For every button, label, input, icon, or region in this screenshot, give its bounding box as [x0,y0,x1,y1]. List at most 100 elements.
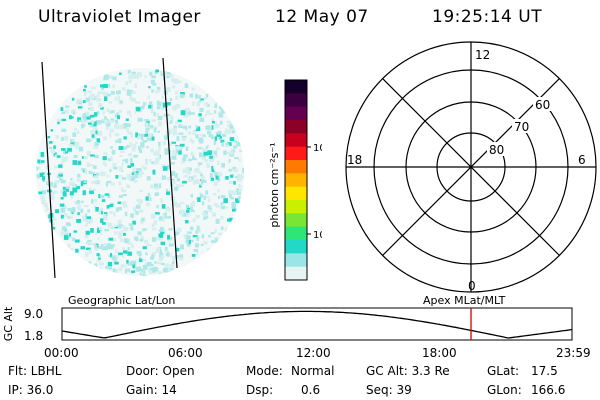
uv-speckle [115,207,120,212]
uv-speckle [69,233,71,238]
uv-speckle [164,150,168,155]
uv-speckle [204,213,209,217]
uv-speckle [194,129,198,133]
time-label: 19:25:14 UT [432,7,543,27]
uv-speckle [156,261,162,265]
uv-speckle [43,202,48,207]
uv-speckle [228,159,231,163]
uv-speckle [77,106,83,109]
uv-speckle [214,123,220,129]
uv-speckle [140,199,143,204]
uv-speckle [215,238,218,241]
uv-speckle [226,129,232,134]
gc-alt-info: GC Alt: 3.3 Re [366,364,450,378]
uv-speckle [94,133,97,137]
uv-speckle [199,174,203,177]
uv-speckle [139,173,142,178]
uv-speckle [106,222,111,226]
uv-speckle [61,159,65,164]
uv-speckle [185,220,189,224]
uv-speckle [118,234,122,239]
uv-speckle [119,155,123,158]
uv-speckle [81,156,85,159]
uv-speckle [112,162,117,168]
uv-speckle [219,120,223,125]
uv-speckle [159,246,161,250]
uv-speckle [94,127,98,131]
uv-speckle [139,256,142,261]
uv-speckle [59,203,65,207]
uv-speckle [65,151,69,154]
uv-speckle [91,198,94,204]
uv-speckle [221,141,224,147]
uv-speckle [99,232,102,236]
uv-speckle [63,190,66,195]
uv-speckle [61,148,66,151]
uv-speckle [60,107,64,111]
uv-speckle [102,222,106,225]
gc-alt-top-label: 9.0 [24,307,43,321]
uv-speckle [171,155,177,160]
uv-speckle [135,106,141,112]
uv-speckle [95,207,99,212]
uv-speckle [109,133,112,138]
uv-speckle [88,249,92,254]
uv-speckle [69,181,75,186]
mlat-label-70: 70 [514,120,529,134]
uv-speckle [90,129,96,135]
uv-speckle [182,125,187,129]
uv-speckle [131,97,137,102]
uv-speckle [149,267,155,271]
label-bg-80 [487,142,507,156]
uv-speckle [119,267,123,271]
uv-speckle [238,183,241,188]
altitude-timeline: GC Alt 9.0 1.8 00:00 06:00 12:00 18:00 2… [2,306,591,360]
uv-speckle [151,252,156,256]
uv-speckle [214,203,218,206]
uv-speckle [56,155,61,158]
uv-speckle [144,133,149,137]
colorbar-frame [284,79,308,281]
uv-speckle [114,114,118,118]
uv-speckle [174,106,177,111]
uv-speckle [215,205,221,208]
uv-speckle [211,169,215,173]
uv-speckle [190,210,195,213]
uv-speckle [176,247,180,252]
uv-speckle [136,251,142,255]
uv-speckle [171,180,176,185]
uv-speckle [226,121,231,124]
uv-speckle [62,186,66,190]
uv-speckle [243,170,244,175]
uv-speckle [74,143,78,148]
uv-speckle [109,169,112,173]
uv-speckle [85,213,88,218]
uv-speckle [55,209,60,214]
uv-speckle [109,244,115,247]
uv-speckle [121,201,127,205]
uv-speckle [162,214,165,219]
uv-speckle [242,185,244,190]
uv-speckle [94,263,98,269]
uv-speckle [149,197,152,202]
uv-speckle [142,265,148,270]
uv-speckle [88,261,92,265]
uv-speckle [167,113,170,117]
uv-speckle [198,164,201,167]
uv-speckle [144,119,149,122]
uv-speckle [96,138,101,143]
uv-speckle [77,212,80,216]
uv-speckle [204,102,208,106]
uv-speckle [206,163,210,166]
uv-speckle [72,187,78,193]
uv-speckle [115,175,119,179]
uv-speckle [219,136,222,139]
uv-speckle [60,207,66,213]
uv-speckle [181,135,187,139]
uv-speckle [127,174,132,179]
uv-speckle [68,144,73,147]
uv-speckle [100,218,104,224]
uv-speckle [122,146,128,150]
colorbar-tick-label-100: 100 [313,143,322,154]
uv-speckle [90,124,95,127]
